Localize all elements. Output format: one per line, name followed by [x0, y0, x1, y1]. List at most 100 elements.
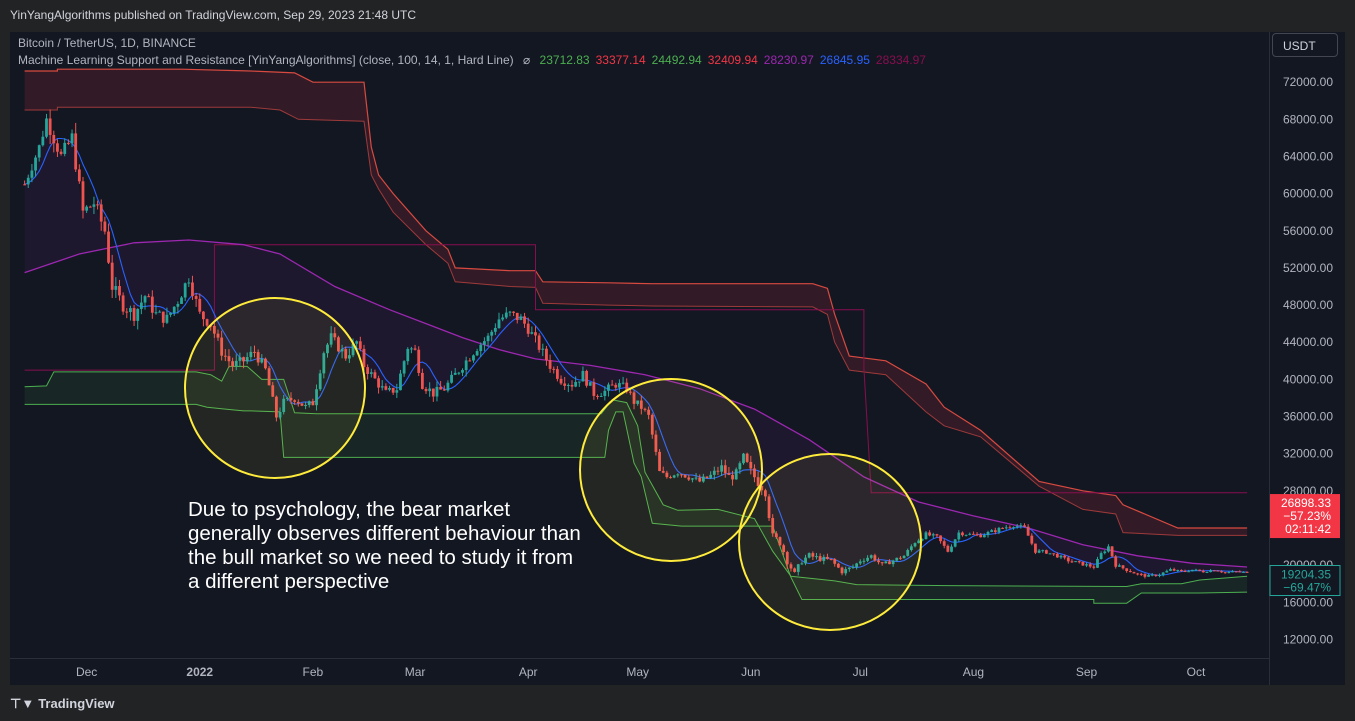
candle-body [1154, 574, 1158, 576]
candle-body [639, 400, 643, 409]
y-tick-label: 60000.00 [1283, 187, 1333, 201]
candle-body [924, 532, 928, 540]
candle-body [866, 557, 869, 561]
candle-body [388, 387, 391, 390]
candle-body [154, 312, 158, 314]
candle-body [1052, 553, 1056, 555]
candle-body [1143, 574, 1147, 577]
x-tick-label: Apr [519, 665, 538, 679]
candle-body [114, 286, 118, 290]
candle-body [216, 333, 220, 338]
candle-body [745, 453, 749, 462]
currency-button[interactable]: USDT [1272, 33, 1338, 57]
candle-body [475, 351, 479, 356]
candle-body [993, 530, 997, 533]
candle-body [99, 204, 103, 222]
candle-body [1172, 569, 1176, 571]
candle-body [180, 297, 183, 304]
candle-body [420, 372, 424, 389]
candle-body [132, 308, 136, 321]
candle-body [1147, 574, 1150, 577]
candle-body [337, 337, 340, 352]
candle-body [647, 409, 651, 415]
indicator-value: 26845.95 [819, 53, 870, 67]
candle-body [972, 533, 975, 535]
candle-body [771, 518, 775, 534]
candle-body [366, 367, 370, 374]
candle-body [453, 372, 457, 375]
candle-body [1198, 569, 1202, 571]
candle-body [121, 295, 125, 312]
candle-body [658, 451, 661, 472]
candle-body [869, 555, 873, 558]
chart-frame[interactable]: 76000.0072000.0068000.0064000.0060000.00… [10, 32, 1345, 685]
chart-canvas[interactable]: 76000.0072000.0068000.0064000.0060000.00… [10, 32, 1345, 685]
candle-body [183, 283, 187, 298]
candle-body [483, 341, 486, 345]
y-tick-label: 52000.00 [1283, 261, 1333, 275]
candle-body [884, 561, 888, 564]
brand-name: TradingView [38, 696, 115, 711]
tradingview-logo-icon: ⊤▼ [10, 696, 35, 711]
candle-body [643, 408, 647, 410]
indicator-value: 32409.94 [707, 53, 758, 67]
candle-body [242, 357, 245, 362]
candle-body [70, 133, 74, 144]
candle-body [946, 545, 950, 552]
x-tick-label: Jun [741, 665, 760, 679]
candle-body [435, 386, 439, 397]
candle-body [347, 355, 351, 359]
price-badge-text: −57.23% [1283, 509, 1331, 523]
candle-body [1183, 570, 1187, 572]
candle-body [581, 370, 585, 382]
indicator-legend[interactable]: Machine Learning Support and Resistance … [18, 53, 926, 67]
candle-body [1041, 550, 1045, 552]
candle-body [950, 546, 953, 552]
candle-body [650, 414, 654, 435]
candle-body [661, 471, 665, 473]
candle-body [205, 319, 209, 326]
tradingview-logo[interactable]: ⊤▼ TradingView [10, 696, 115, 712]
candle-body [672, 475, 676, 478]
candle-body [1216, 570, 1220, 572]
candle-body [74, 133, 78, 170]
candle-body [1121, 565, 1125, 569]
candle-body [665, 472, 669, 478]
footer: ⊤▼ TradingView [0, 685, 1355, 721]
candle-body [1176, 569, 1180, 571]
candle-body [260, 358, 264, 363]
candle-body [322, 353, 326, 374]
candle-body [512, 311, 515, 313]
x-tick-label: Aug [963, 665, 984, 679]
candle-body [198, 298, 202, 312]
candle-body [669, 477, 672, 479]
candle-body [461, 370, 464, 373]
candle-body [519, 316, 523, 320]
eye-slash-icon[interactable]: ⌀ [522, 53, 531, 67]
candle-body [749, 461, 753, 469]
candles [23, 109, 1249, 579]
candle-body [888, 561, 891, 565]
candle-body [920, 539, 924, 541]
candle-body [811, 553, 815, 557]
price-badge-text: 02:11:42 [1285, 522, 1331, 536]
candle-body [585, 370, 588, 386]
candle-body [680, 474, 683, 476]
candle-body [202, 311, 205, 320]
candle-body [931, 534, 935, 536]
candle-body [804, 557, 807, 564]
candle-body [450, 374, 453, 383]
candle-body [311, 401, 315, 406]
candle-body [829, 558, 833, 560]
highlight-circle [738, 453, 922, 631]
candle-body [48, 118, 52, 135]
candle-body [734, 469, 738, 480]
candle-body [1085, 564, 1088, 566]
highlight-circle [184, 297, 366, 479]
candle-body [278, 412, 282, 418]
symbol-legend[interactable]: Bitcoin / TetherUS, 1D, BINANCE [18, 36, 196, 50]
annotation-text: Due to psychology, the bear market gener… [188, 498, 581, 593]
candle-body [523, 316, 526, 324]
candle-body [935, 534, 939, 536]
candle-body [526, 323, 530, 334]
